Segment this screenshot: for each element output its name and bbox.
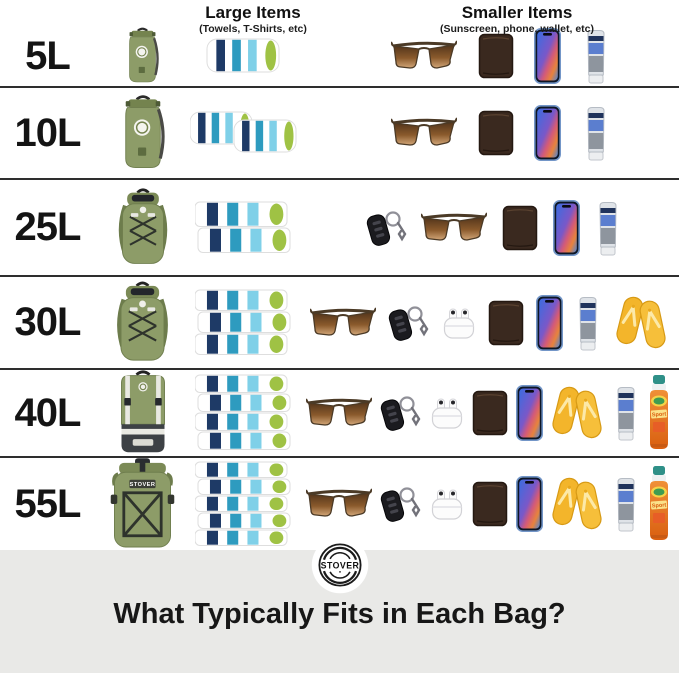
small-items-zone <box>298 28 679 84</box>
airpods-icon <box>429 395 465 431</box>
small-items-zone <box>298 105 679 161</box>
spray-sunscreen-icon: Sport <box>647 465 671 543</box>
iphone-icon <box>534 28 562 84</box>
sunglasses-icon <box>309 306 376 340</box>
iphone-icon <box>515 476 543 532</box>
dry-bag-icon <box>95 93 190 173</box>
iphone-icon <box>534 105 562 161</box>
flip-flops-icon <box>550 384 604 442</box>
large-items-subtitle: (Towels, T-Shirts, etc) <box>199 22 307 35</box>
sunglasses-icon <box>305 396 372 430</box>
airpods-icon <box>429 486 465 522</box>
wallet-icon <box>488 300 524 346</box>
sunglasses-icon <box>390 39 457 73</box>
iphone-icon <box>552 199 580 256</box>
sunglasses-icon <box>421 211 488 245</box>
size-label: 30L <box>14 300 82 344</box>
wallet-icon <box>478 110 514 156</box>
small-items-zone <box>298 199 679 256</box>
smaller-items-title: Smaller Items <box>461 3 573 22</box>
sunglasses-icon <box>305 487 372 521</box>
size-row-5l: 5L <box>0 0 679 88</box>
towel-stack-x3-icon <box>190 288 298 358</box>
size-label: 5L <box>25 33 71 78</box>
size-row-25l: 25L <box>0 180 679 277</box>
svg-text:Sport: Sport <box>652 502 667 509</box>
size-rows: 5L 10L <box>0 0 679 550</box>
smaller-items-subtitle: (Sunscreen, phone, wallet, etc) <box>439 22 595 35</box>
large-items-header: Large Items (Towels, T-Shirts, etc) <box>168 3 338 35</box>
sunscreen-tube-icon <box>612 476 640 532</box>
wallet-icon <box>472 390 508 436</box>
iphone-icon <box>515 385 543 441</box>
size-row-10l: 10L <box>0 88 679 180</box>
rolltop-backpack-icon: STOVER <box>95 457 190 551</box>
size-label: 10L <box>14 110 82 155</box>
svg-text:STOVER: STOVER <box>320 560 359 570</box>
car-keys-icon <box>387 301 429 345</box>
flip-flops-icon <box>614 294 668 352</box>
sunscreen-tube-icon <box>574 295 602 351</box>
towel-stack-x2-icon <box>190 111 298 155</box>
small-items-zone: Sport <box>298 465 679 543</box>
footer: STOVER What Typically Fits in Each Bag? <box>0 536 679 673</box>
car-keys-icon <box>379 482 421 526</box>
small-items-zone <box>298 294 679 352</box>
towel-stack-x1-icon <box>190 37 298 75</box>
size-label: 55L <box>14 481 82 526</box>
large-items-title: Large Items <box>205 3 301 22</box>
sunglasses-icon <box>390 116 457 150</box>
towel-stack-x4-icon <box>190 373 298 453</box>
svg-text:Sport: Sport <box>652 411 667 418</box>
sunscreen-tube-icon <box>594 200 622 256</box>
towel-stack-x5-icon <box>190 460 298 549</box>
backpack-icon <box>95 187 190 269</box>
sunscreen-tube-icon <box>612 385 640 441</box>
sunscreen-tube-icon <box>582 105 610 161</box>
size-row-40l: 40L <box>0 370 679 458</box>
car-keys-icon <box>379 391 421 435</box>
small-dry-bag-icon <box>95 26 190 86</box>
svg-text:STOVER: STOVER <box>130 482 156 488</box>
size-label: 25L <box>14 205 82 249</box>
towel-stack-x2-icon <box>190 200 298 256</box>
cooler-backpack-icon <box>95 370 190 456</box>
footer-heading: What Typically Fits in Each Bag? <box>113 598 566 630</box>
size-row-55l: 55L STOVER <box>0 458 679 550</box>
wallet-icon <box>502 205 538 251</box>
wallet-icon <box>478 33 514 79</box>
iphone-icon <box>535 294 563 351</box>
stover-logo-badge: STOVER <box>311 536 369 594</box>
smaller-items-header: Smaller Items (Sunscreen, phone, wallet,… <box>432 3 602 35</box>
size-row-30l: 30L <box>0 277 679 370</box>
small-items-zone: Sport <box>298 374 679 452</box>
airpods-icon <box>441 305 477 341</box>
spray-sunscreen-icon: Sport <box>647 374 671 452</box>
sunscreen-tube-icon <box>582 28 610 84</box>
wallet-icon <box>472 481 508 527</box>
backpack-icon <box>95 280 190 366</box>
flip-flops-icon <box>550 475 604 533</box>
car-keys-icon <box>365 206 407 250</box>
size-label: 40L <box>14 390 82 435</box>
